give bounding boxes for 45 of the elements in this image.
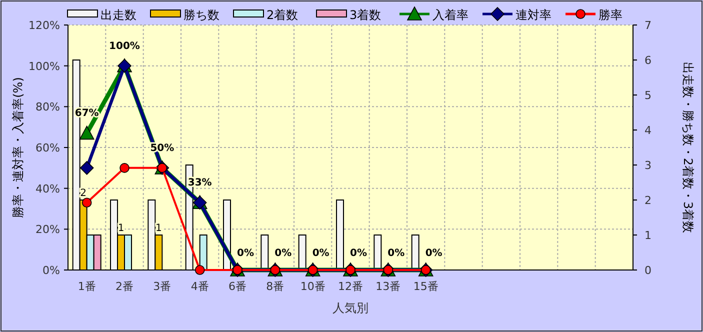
- y2-tick-label: 4: [644, 124, 652, 137]
- y2-tick-label: 1: [644, 229, 652, 242]
- data-label: 2: [80, 188, 87, 199]
- y2-tick-label: 0: [644, 264, 652, 277]
- x-tick-label: 1番: [78, 280, 96, 293]
- x-tick-label: 6番: [228, 280, 246, 293]
- legend-label: 出走数: [100, 8, 136, 22]
- y-tick-label: 100%: [28, 60, 60, 73]
- data-label: 1: [118, 223, 124, 234]
- legend-label: 3着数: [350, 8, 382, 22]
- y2-tick-label: 2: [644, 194, 652, 207]
- x-tick-label: 15番: [413, 280, 438, 293]
- y-tick-label: 60%: [36, 142, 60, 154]
- data-label: 0%: [274, 248, 292, 259]
- y2-tick-label: 5: [644, 89, 652, 102]
- x-tick-label: 8番: [266, 280, 284, 293]
- data-label: 0%: [312, 248, 330, 259]
- data-label: 0%: [425, 248, 442, 259]
- legend-label: 勝ち数: [184, 8, 220, 22]
- y-axis-title: 勝率・連対率・入着率(%): [11, 77, 25, 218]
- legend-label: 入着率: [432, 8, 468, 22]
- y-tick-label: 120%: [28, 19, 60, 32]
- data-label: 0%: [350, 248, 367, 259]
- legend-label: 連対率: [516, 8, 552, 22]
- data-label: 0%: [237, 248, 254, 259]
- x-tick-label: 2番: [116, 280, 134, 293]
- data-label: 100%: [109, 40, 140, 52]
- y2-axis-title: 出走数・勝ち数・2着数・3着数: [681, 62, 695, 234]
- y2-tick-label: 7: [644, 19, 652, 32]
- legend-label: 2着数: [266, 8, 298, 22]
- y-tick-label: 40%: [36, 182, 60, 196]
- y2-tick-label: 3: [644, 159, 652, 172]
- y-tick-label: 20%: [36, 223, 60, 236]
- x-tick-label: 10番: [300, 280, 326, 293]
- y-tick-label: 80%: [36, 100, 60, 114]
- y-tick-label: 0%: [42, 264, 60, 277]
- data-label: 1: [155, 223, 162, 234]
- legend-label: 勝率: [598, 8, 622, 22]
- x-tick-label: 12番: [338, 280, 363, 293]
- x-axis-title: 人気別: [332, 301, 368, 315]
- y2-tick-label: 6: [644, 54, 652, 67]
- x-tick-label: 13番: [376, 280, 401, 293]
- x-tick-label: 4番: [190, 280, 209, 293]
- x-tick-label: 3番: [153, 280, 172, 293]
- data-label: 0%: [388, 248, 405, 259]
